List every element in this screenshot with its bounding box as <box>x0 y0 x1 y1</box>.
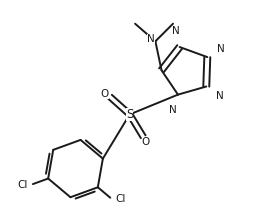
Text: N: N <box>217 44 225 54</box>
Text: N: N <box>148 34 155 44</box>
Text: N: N <box>216 91 223 101</box>
Text: O: O <box>142 137 150 147</box>
Text: O: O <box>101 89 109 99</box>
Text: N: N <box>172 26 179 36</box>
Text: N: N <box>169 105 177 115</box>
Text: S: S <box>126 108 133 121</box>
Text: Cl: Cl <box>116 194 126 204</box>
Text: Cl: Cl <box>17 181 28 191</box>
